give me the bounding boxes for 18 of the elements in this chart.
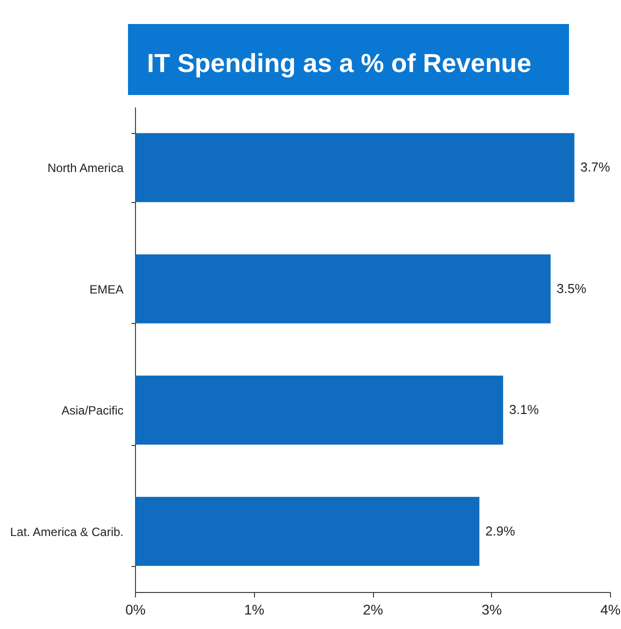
x-tick-label: 2% <box>362 602 384 618</box>
x-tick-label: 3% <box>482 602 502 618</box>
x-tick-label: 0% <box>125 602 146 618</box>
data-label: 2.9% <box>485 523 516 538</box>
bar <box>135 133 574 202</box>
y-tick-label: Asia/Pacific <box>61 404 124 418</box>
data-label: 3.1% <box>509 402 540 418</box>
data-label: 3.5% <box>556 280 587 296</box>
x-tick-label: 4% <box>600 602 621 618</box>
y-tick-label: North America <box>47 161 124 176</box>
y-tick-label: EMEA <box>89 282 124 296</box>
data-label: 3.7% <box>580 160 610 175</box>
x-tick-label: 1% <box>244 602 264 618</box>
y-tick-label: Lat. America & Carib. <box>10 524 124 539</box>
bar <box>135 496 480 566</box>
bar <box>135 254 551 324</box>
chart-title: IT Spending as a % of Revenue <box>147 48 532 78</box>
bar <box>135 376 504 445</box>
